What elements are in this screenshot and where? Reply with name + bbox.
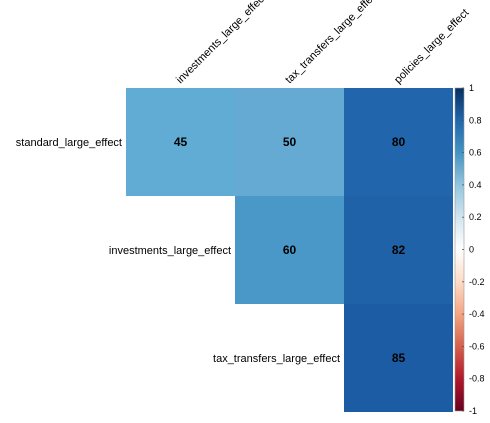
colorbar-tick-label: -0.4 (469, 309, 485, 319)
heatmap-cell-r0-c0 (126, 88, 235, 196)
cell-value-label: 85 (392, 351, 406, 365)
heatmap-cell-r1-c1 (235, 196, 344, 304)
colorbar-tick-label: -0.6 (469, 341, 485, 351)
heatmap-cell-r2-c2 (344, 304, 453, 412)
cells-layer: 45 50 80 60 82 85 (126, 88, 453, 412)
column-label: tax_transfers_large_effect (283, 0, 381, 86)
colorbar-tick-label: 0.4 (469, 180, 482, 190)
colorbar-tick-label: 0.2 (469, 212, 482, 222)
row-label: tax_transfers_large_effect (213, 353, 340, 365)
colorbar-tick-label: 0.6 (469, 148, 482, 158)
colorbar-tick-label: 0 (469, 245, 474, 255)
cell-value-label: 50 (283, 135, 297, 149)
colorbar-tick-label: -0.8 (469, 374, 485, 384)
heatmap-cell-r0-c2 (344, 88, 453, 196)
cell-value-label: 60 (283, 243, 297, 257)
cell-value-label: 80 (392, 135, 406, 149)
colorbar-tick-label: -0.2 (469, 277, 485, 287)
colorbar-gradient (455, 88, 464, 411)
row-label: standard_large_effect (16, 137, 122, 149)
colorbar-tick-label: -1 (469, 406, 477, 416)
col-labels-layer: investments_large_effect tax_transfers_la… (174, 0, 471, 86)
row-labels-layer: standard_large_effect investments_large_e… (16, 137, 340, 365)
colorbar-layer: 1 0.8 0.6 0.4 0.2 0 -0.2 -0.4 -0.6 -0.8 -1 (454, 83, 485, 416)
colorbar-tick-label: 0.8 (469, 115, 482, 125)
column-label: investments_large_effect (174, 0, 269, 86)
cell-value-label: 45 (174, 135, 188, 149)
colorbar-tick-label: 1 (469, 83, 474, 93)
heatmap-cell-r1-c2 (344, 196, 453, 304)
cell-value-label: 82 (392, 243, 406, 257)
heatmap-cell-r0-c1 (235, 88, 344, 196)
row-label: investments_large_effect (109, 245, 231, 257)
column-label: policies_large_effect (392, 7, 471, 86)
